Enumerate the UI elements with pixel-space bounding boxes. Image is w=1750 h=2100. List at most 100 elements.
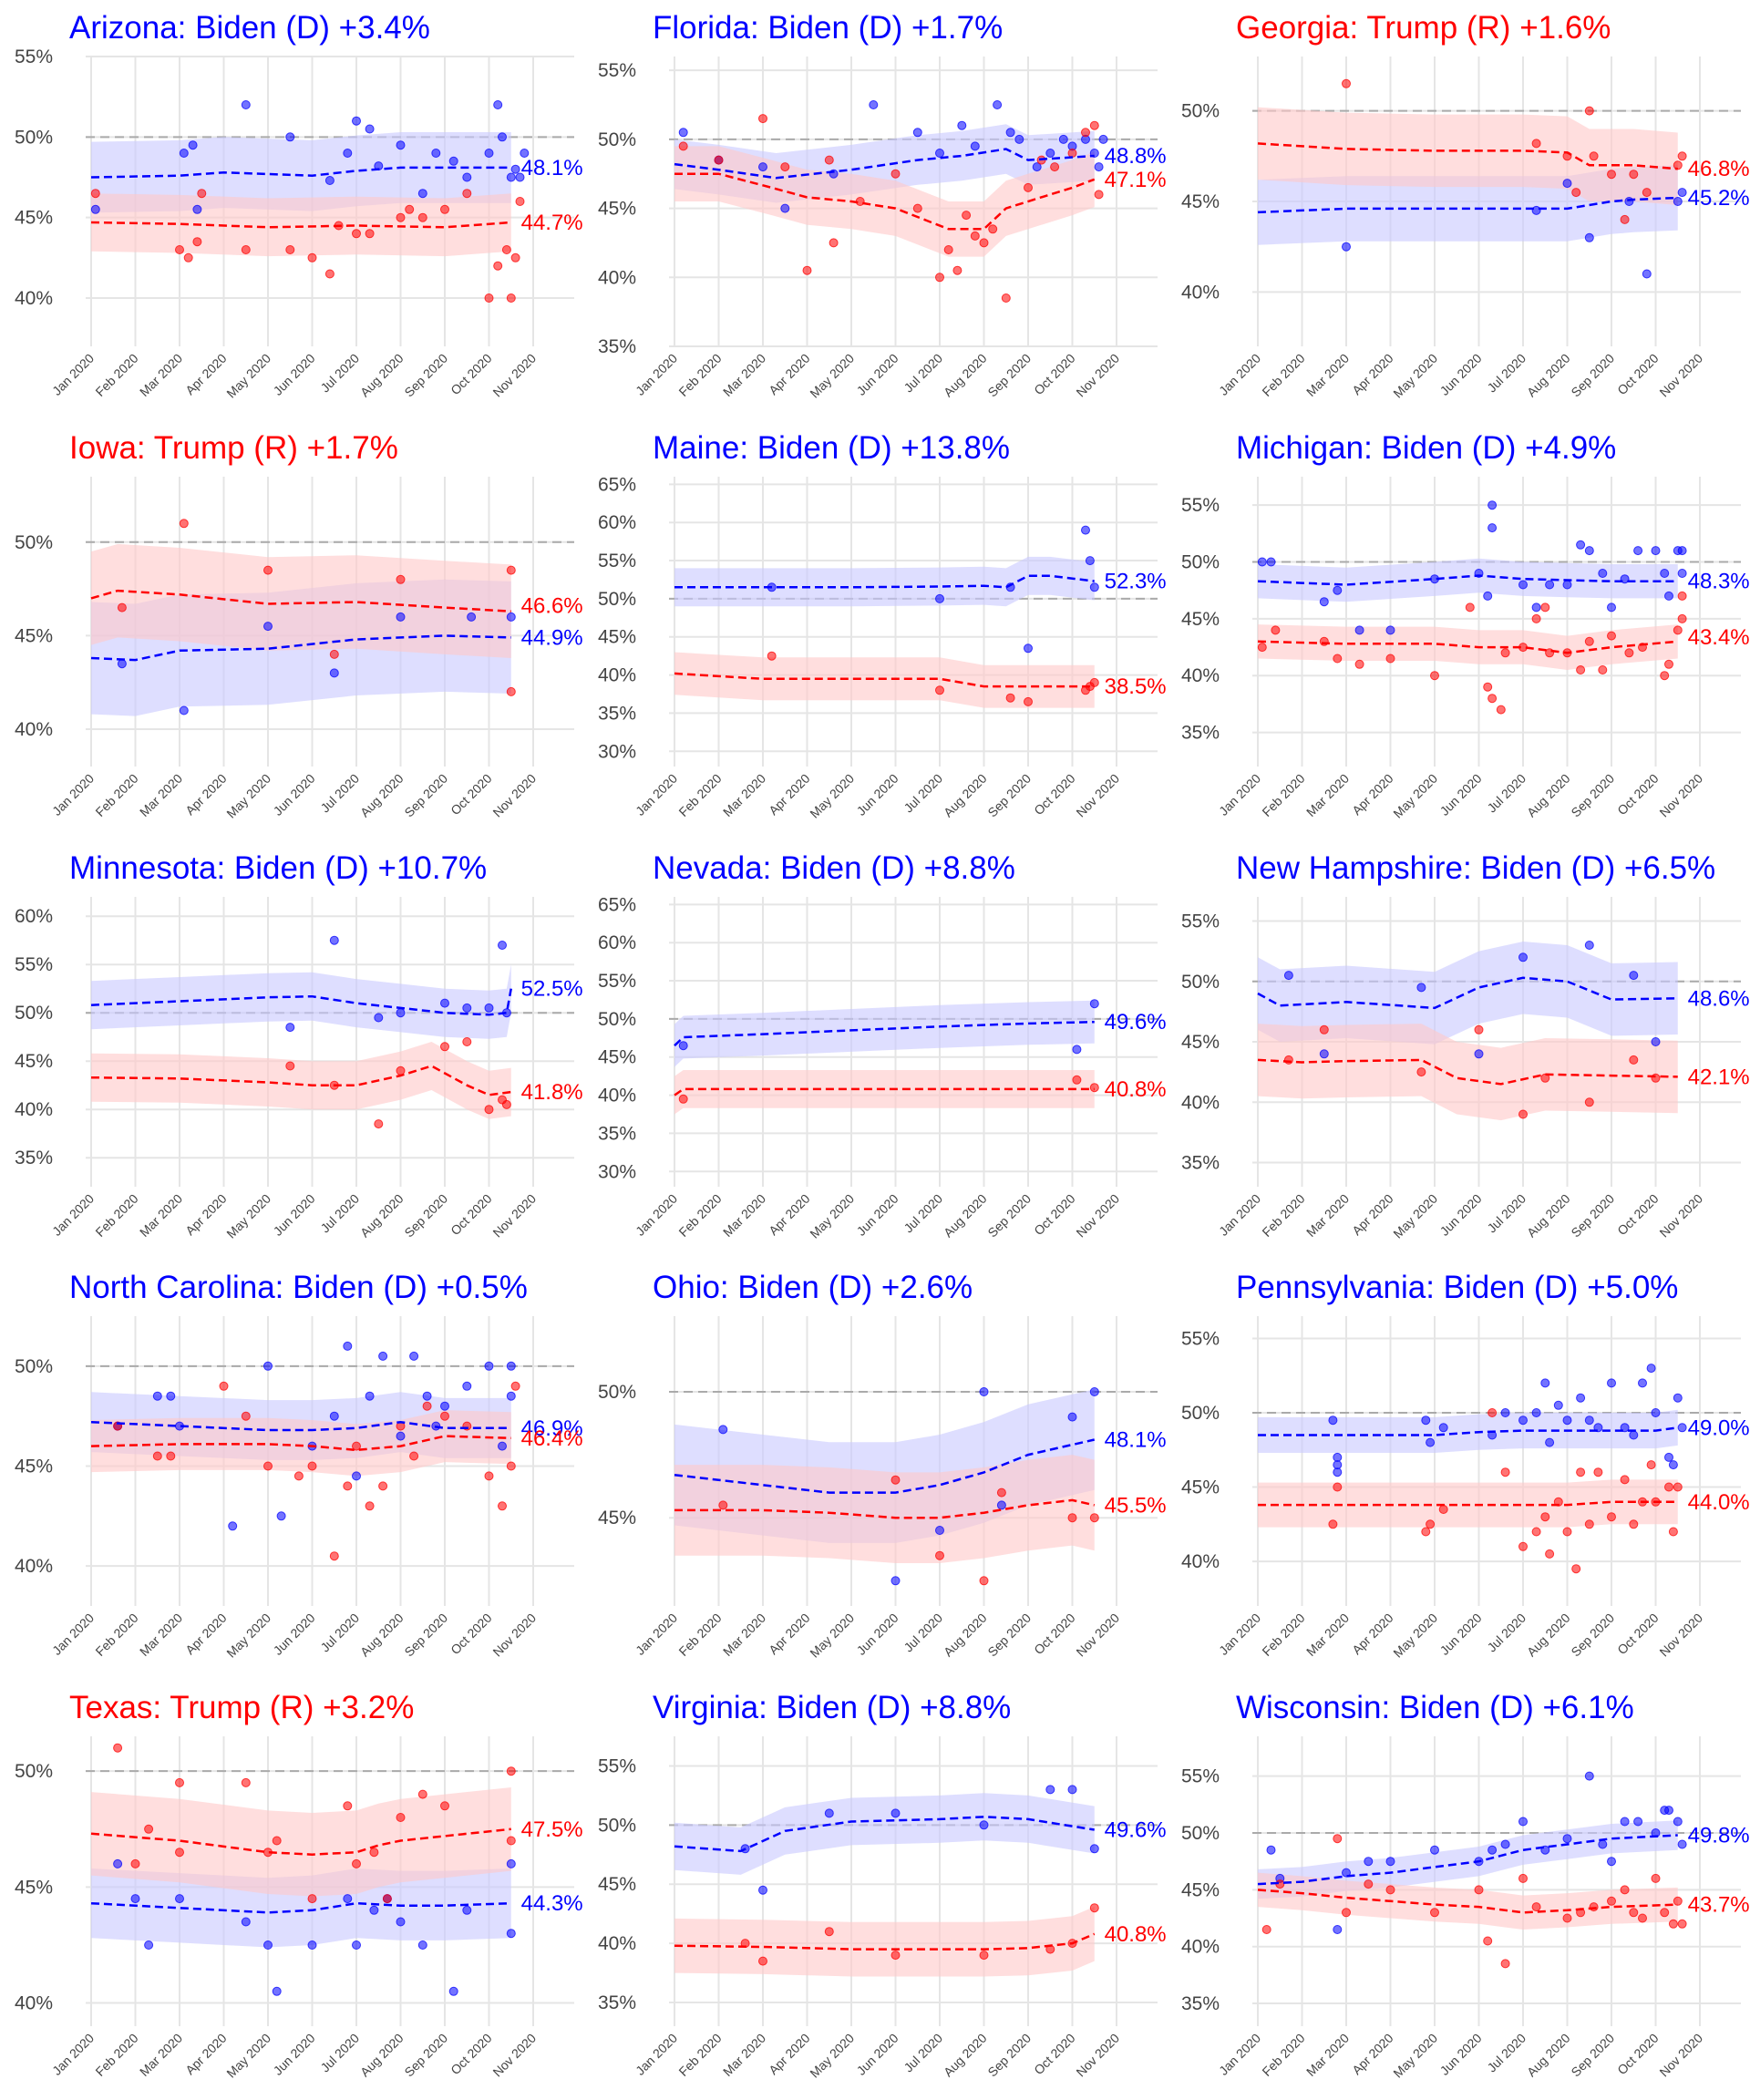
trump-poll-point — [1677, 151, 1687, 161]
y-tick-label: 50% — [1181, 101, 1220, 122]
chart-title: New Hampshire: Biden (D) +6.5% — [1236, 850, 1715, 886]
trump-poll-point — [780, 162, 790, 172]
y-tick-label: 40% — [1181, 1092, 1220, 1113]
trump-poll-point — [1081, 128, 1090, 138]
biden-poll-point — [1488, 523, 1498, 533]
trump-poll-point — [117, 602, 127, 612]
x-tick-label: Jan 2020 — [633, 351, 680, 398]
trump-poll-point — [1333, 1482, 1343, 1492]
x-tick-label: Mar 2020 — [137, 771, 185, 819]
trump-poll-point — [996, 1488, 1006, 1498]
trump-poll-point — [678, 141, 688, 151]
x-tick-label: Feb 2020 — [675, 1611, 724, 1659]
trump-poll-point — [285, 1061, 295, 1071]
biden-poll-point — [1651, 1408, 1661, 1417]
trump-poll-point — [1421, 1527, 1431, 1537]
biden-poll-point — [1014, 134, 1024, 144]
biden-poll-point — [369, 1905, 379, 1915]
trump-poll-point — [1333, 1834, 1343, 1844]
biden-poll-point — [506, 1858, 516, 1868]
biden-poll-point — [1562, 179, 1572, 189]
biden-poll-point — [343, 1894, 353, 1904]
trump-poll-point — [440, 1042, 449, 1052]
x-tick-label: Feb 2020 — [675, 1191, 724, 1240]
x-tick-label: Aug 2020 — [941, 771, 990, 820]
trump-poll-point — [1620, 1475, 1630, 1485]
trump-poll-point — [1598, 665, 1608, 674]
biden-poll-point — [431, 149, 441, 158]
y-tick-label: 55% — [598, 551, 636, 571]
biden-poll-point — [462, 1905, 472, 1915]
trump-poll-point — [1531, 139, 1541, 149]
y-tick-label: 35% — [598, 703, 636, 724]
x-tick-label: Apr 2020 — [182, 2031, 230, 2078]
y-tick-label: 40% — [1181, 665, 1220, 686]
y-tick-label: 35% — [1181, 1153, 1220, 1174]
y-tick-label: 40% — [15, 1556, 53, 1577]
x-tick-label: Apr 2020 — [766, 1611, 813, 1658]
trump-poll-point — [890, 1475, 901, 1485]
x-tick-label: Jan 2020 — [49, 351, 97, 398]
trump-poll-point — [979, 1951, 989, 1961]
biden-poll-point — [396, 1008, 406, 1018]
trump-poll-point — [272, 1836, 282, 1846]
x-tick-label: Nov 2020 — [489, 1611, 539, 1660]
biden-poll-point — [1584, 546, 1594, 556]
trump-confidence-band — [1258, 1872, 1678, 1930]
biden-end-label: 44.3% — [521, 1891, 583, 1916]
biden-poll-point — [1072, 1045, 1082, 1055]
x-tick-label: Apr 2020 — [1349, 351, 1396, 398]
x-tick-label: Sep 2020 — [1568, 1191, 1617, 1240]
y-tick-label: 50% — [15, 1761, 53, 1782]
trump-poll-point — [1518, 1873, 1528, 1883]
trump-poll-point — [396, 212, 406, 222]
biden-poll-point — [1545, 1437, 1555, 1447]
trump-poll-point — [175, 1848, 184, 1858]
x-tick-label: Mar 2020 — [720, 771, 768, 819]
trump-poll-point — [396, 1813, 406, 1822]
trump-poll-point — [166, 1451, 176, 1461]
x-tick-label: Jan 2020 — [49, 2031, 97, 2078]
trump-poll-point — [263, 1461, 273, 1471]
trump-poll-point — [484, 1471, 494, 1481]
trump-trend-line — [674, 172, 1096, 231]
x-tick-label: Jun 2020 — [271, 351, 318, 398]
y-tick-label: 55% — [598, 971, 636, 992]
biden-poll-point — [515, 172, 525, 182]
biden-end-label: 49.8% — [1688, 1823, 1750, 1848]
trump-end-label: 46.4% — [521, 1426, 583, 1451]
x-tick-label: Jul 2020 — [317, 1611, 362, 1655]
x-tick-label: Jan 2020 — [49, 1191, 97, 1239]
x-tick-label: Nov 2020 — [1073, 2031, 1122, 2080]
biden-end-label: 48.8% — [1105, 144, 1167, 169]
biden-poll-point — [1089, 582, 1099, 592]
x-tick-label: Feb 2020 — [1259, 771, 1307, 819]
y-tick-label: 55% — [1181, 911, 1220, 932]
trump-poll-point — [988, 224, 998, 234]
biden-end-label: 46.9% — [521, 1416, 583, 1441]
x-tick-label: Jun 2020 — [1437, 771, 1485, 818]
trump-end-label: 47.5% — [521, 1817, 583, 1842]
biden-poll-point — [1638, 1378, 1647, 1388]
trump-poll-point — [1094, 190, 1104, 200]
biden-poll-point — [462, 172, 472, 182]
y-tick-label: 30% — [598, 741, 636, 762]
trump-poll-point — [1531, 1527, 1541, 1537]
biden-trend-line — [674, 1816, 1095, 1853]
biden-poll-point — [1319, 1049, 1329, 1059]
trump-poll-point — [307, 1894, 317, 1904]
x-tick-label: Aug 2020 — [941, 1191, 990, 1240]
y-tick-label: 40% — [1181, 1551, 1220, 1572]
biden-poll-point — [718, 1425, 728, 1435]
y-tick-label: 60% — [598, 512, 636, 533]
trump-poll-point — [1668, 1919, 1678, 1929]
biden-poll-point — [1629, 1430, 1639, 1440]
trump-trend-line — [1257, 142, 1678, 170]
trump-confidence-band — [91, 193, 511, 257]
trump-poll-point — [1001, 293, 1011, 303]
trump-trend-line — [674, 1087, 1095, 1096]
y-tick-label: 40% — [598, 1933, 636, 1954]
y-tick-label: 40% — [598, 665, 636, 686]
